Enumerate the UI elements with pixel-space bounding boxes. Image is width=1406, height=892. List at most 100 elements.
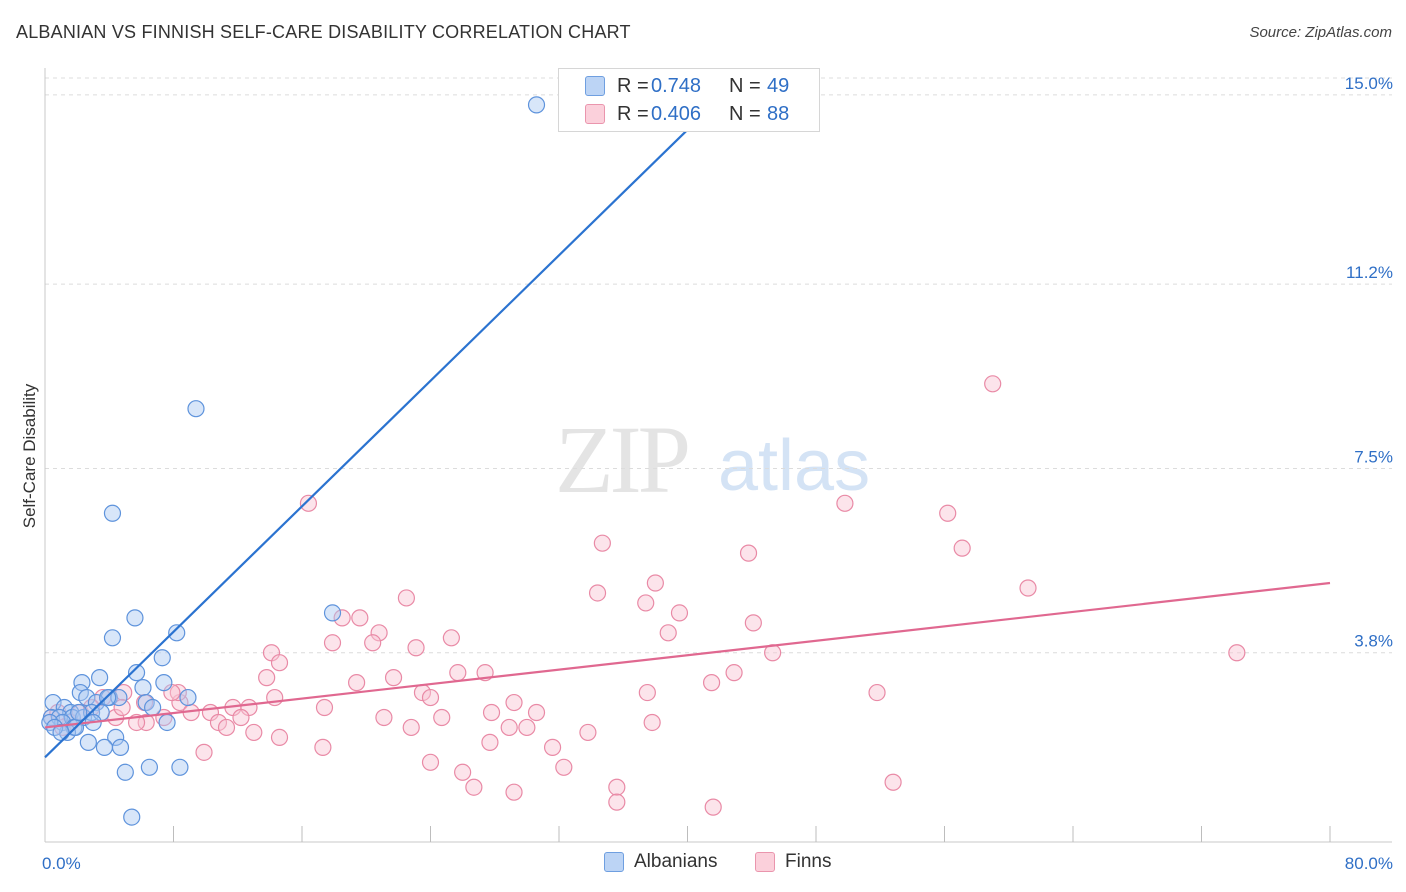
finns-point <box>704 798 722 816</box>
chart-title: ALBANIAN VS FINNISH SELF-CARE DISABILITY… <box>16 22 631 42</box>
finns-point <box>646 574 664 592</box>
albanians-n-label: N = <box>729 74 761 97</box>
finns-point <box>1228 644 1246 662</box>
finns-legend-label: Finns <box>785 851 832 872</box>
finns-point <box>505 693 523 712</box>
albanians-point <box>103 504 122 522</box>
finns-point <box>270 654 289 672</box>
albanians-point <box>144 698 162 717</box>
finns-point <box>348 674 366 692</box>
finns-swatch <box>585 104 605 124</box>
finns-point <box>384 669 403 687</box>
finns-point <box>500 718 518 737</box>
finns-point <box>868 683 886 702</box>
finns-point <box>323 634 342 652</box>
finns-point <box>397 589 416 607</box>
finns-point <box>299 494 318 512</box>
finns-r-value: 0.406 <box>651 102 702 125</box>
albanians-n-value: 49 <box>767 74 790 97</box>
finns-point <box>527 703 546 722</box>
finns-point <box>637 594 655 612</box>
finns-point <box>270 728 289 747</box>
series-legend: Albanians Finns <box>0 851 1406 877</box>
finns-point <box>370 624 388 642</box>
finns-point <box>608 793 626 811</box>
gridlines <box>45 77 1392 654</box>
albanians-point <box>168 624 186 642</box>
watermark: ZIP atlas <box>555 406 870 513</box>
finns-point <box>351 609 369 627</box>
finns-point <box>638 683 656 702</box>
watermark-zip: ZIP <box>555 406 688 513</box>
finns-point <box>643 713 661 732</box>
finns-point <box>433 708 451 727</box>
finns-point <box>113 698 131 717</box>
albanians-swatch <box>585 76 605 96</box>
albanians-point <box>70 703 88 722</box>
finns-point <box>333 609 351 627</box>
watermark-atlas: atlas <box>718 426 870 506</box>
finns-point <box>137 713 155 732</box>
finns-point <box>402 718 420 737</box>
albanians-point <box>527 96 546 114</box>
albanians-regression-line <box>44 128 689 759</box>
tick-labels: 3.8% 7.5% 11.2% 15.0% 0.0% 80.0% <box>42 74 1393 873</box>
finns-point <box>258 669 276 687</box>
finns-point <box>518 718 536 737</box>
albanians-r-value: 0.748 <box>651 74 702 97</box>
finns-point <box>421 688 440 707</box>
x-tick-label: 80.0% <box>1345 854 1393 873</box>
albanians-legend-swatch <box>604 852 624 872</box>
albanians-point <box>171 758 189 776</box>
finns-point <box>442 629 460 647</box>
albanians-point <box>127 664 146 682</box>
regression-lines <box>44 128 1331 759</box>
albanians-point <box>140 758 159 776</box>
albanians-point <box>155 674 173 692</box>
albanians-point <box>153 649 171 667</box>
finns-point <box>939 504 957 522</box>
finns-point <box>588 584 607 602</box>
finns-point <box>593 534 611 552</box>
finns-point <box>245 723 263 742</box>
albanians-point <box>187 400 205 418</box>
albanians-r-label: R = <box>617 74 649 97</box>
x-tick-label: 0.0% <box>42 854 81 873</box>
finns-point <box>314 738 332 756</box>
albanians-point <box>111 738 130 756</box>
albanians-point <box>158 713 176 732</box>
legend-item-albanians[interactable]: Albanians <box>604 851 717 873</box>
finns-point <box>454 763 472 781</box>
legend-row-finns: R = 0.406 N = 88 <box>585 101 789 127</box>
y-tick-label: 15.0% <box>1345 74 1393 93</box>
finns-point <box>232 708 250 727</box>
finns-point <box>482 703 501 722</box>
y-axis-label: Self-Care Disability <box>20 383 39 529</box>
finns-point <box>465 778 483 796</box>
albanians-point <box>123 808 141 826</box>
albanians-point <box>91 669 109 687</box>
albanians-point <box>107 728 125 747</box>
y-tick-label: 11.2% <box>1346 263 1393 282</box>
finns-point <box>505 783 523 801</box>
finns-point <box>984 375 1002 393</box>
finns-point <box>421 753 440 771</box>
finns-point <box>481 733 499 751</box>
albanians-point <box>44 693 62 712</box>
albanians-point <box>126 609 144 627</box>
finns-point <box>725 664 743 682</box>
finns-point <box>1019 579 1037 597</box>
albanians-point <box>79 733 97 751</box>
legend-item-finns[interactable]: Finns <box>755 851 831 873</box>
finns-legend-swatch <box>755 852 775 872</box>
finns-point <box>449 664 467 682</box>
stats-legend: R = 0.748 N = 49 R = 0.406 N = 88 <box>558 68 820 132</box>
source-label: Source: ZipAtlas.com <box>1249 24 1392 41</box>
finns-point <box>195 743 213 761</box>
albanians-point <box>95 738 114 756</box>
finns-point <box>884 773 902 791</box>
finns-point <box>364 634 382 652</box>
finns-regression-line <box>44 581 1331 729</box>
albanians-point <box>179 688 197 707</box>
